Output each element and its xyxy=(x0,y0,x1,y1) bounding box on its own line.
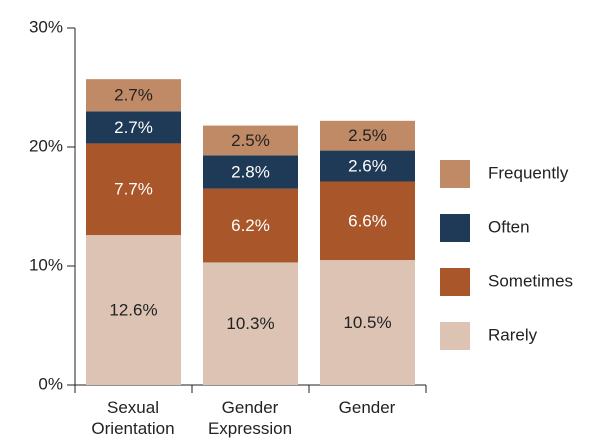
x-tick-label: Gender Expression xyxy=(207,398,293,438)
bar-segment xyxy=(86,143,181,236)
x-tick-label: Gender xyxy=(338,398,396,417)
y-tick-label: 0% xyxy=(38,374,63,393)
data-label: 2.6% xyxy=(348,157,387,176)
data-label: 2.5% xyxy=(348,126,387,145)
y-tick-label: 20% xyxy=(29,136,63,155)
legend-swatch xyxy=(440,214,470,242)
y-tick-label: 10% xyxy=(29,255,63,274)
legend-swatch xyxy=(440,160,470,188)
legend-label: Often xyxy=(488,217,530,236)
x-tick-label: Sexual Orientation xyxy=(91,398,175,438)
bar-segment xyxy=(320,260,415,385)
legend-label: Frequently xyxy=(488,163,569,182)
bar-segment xyxy=(86,235,181,385)
legend-label: Rarely xyxy=(488,325,538,344)
data-label: 2.5% xyxy=(231,131,270,150)
bar-segment xyxy=(320,120,415,151)
bar-segment xyxy=(86,111,181,144)
data-label: 10.3% xyxy=(226,314,274,333)
data-label: 10.5% xyxy=(343,313,391,332)
legend-label: Sometimes xyxy=(488,271,573,290)
y-tick-label: 30% xyxy=(29,17,63,36)
data-label: 2.7% xyxy=(114,86,153,105)
bar-segment xyxy=(203,125,298,156)
data-label: 12.6% xyxy=(109,301,157,320)
data-label: 7.7% xyxy=(114,180,153,199)
data-label: 2.7% xyxy=(114,118,153,137)
legend-swatch xyxy=(440,268,470,296)
bar-segment xyxy=(203,155,298,189)
data-label: 6.6% xyxy=(348,211,387,230)
bar-segment xyxy=(203,188,298,263)
bar-segment xyxy=(320,150,415,182)
data-label: 2.8% xyxy=(231,162,270,181)
data-label: 6.2% xyxy=(231,216,270,235)
legend-swatch xyxy=(440,322,470,350)
bar-segment xyxy=(320,181,415,261)
bar-segment xyxy=(86,79,181,112)
bar-segment xyxy=(203,262,298,385)
